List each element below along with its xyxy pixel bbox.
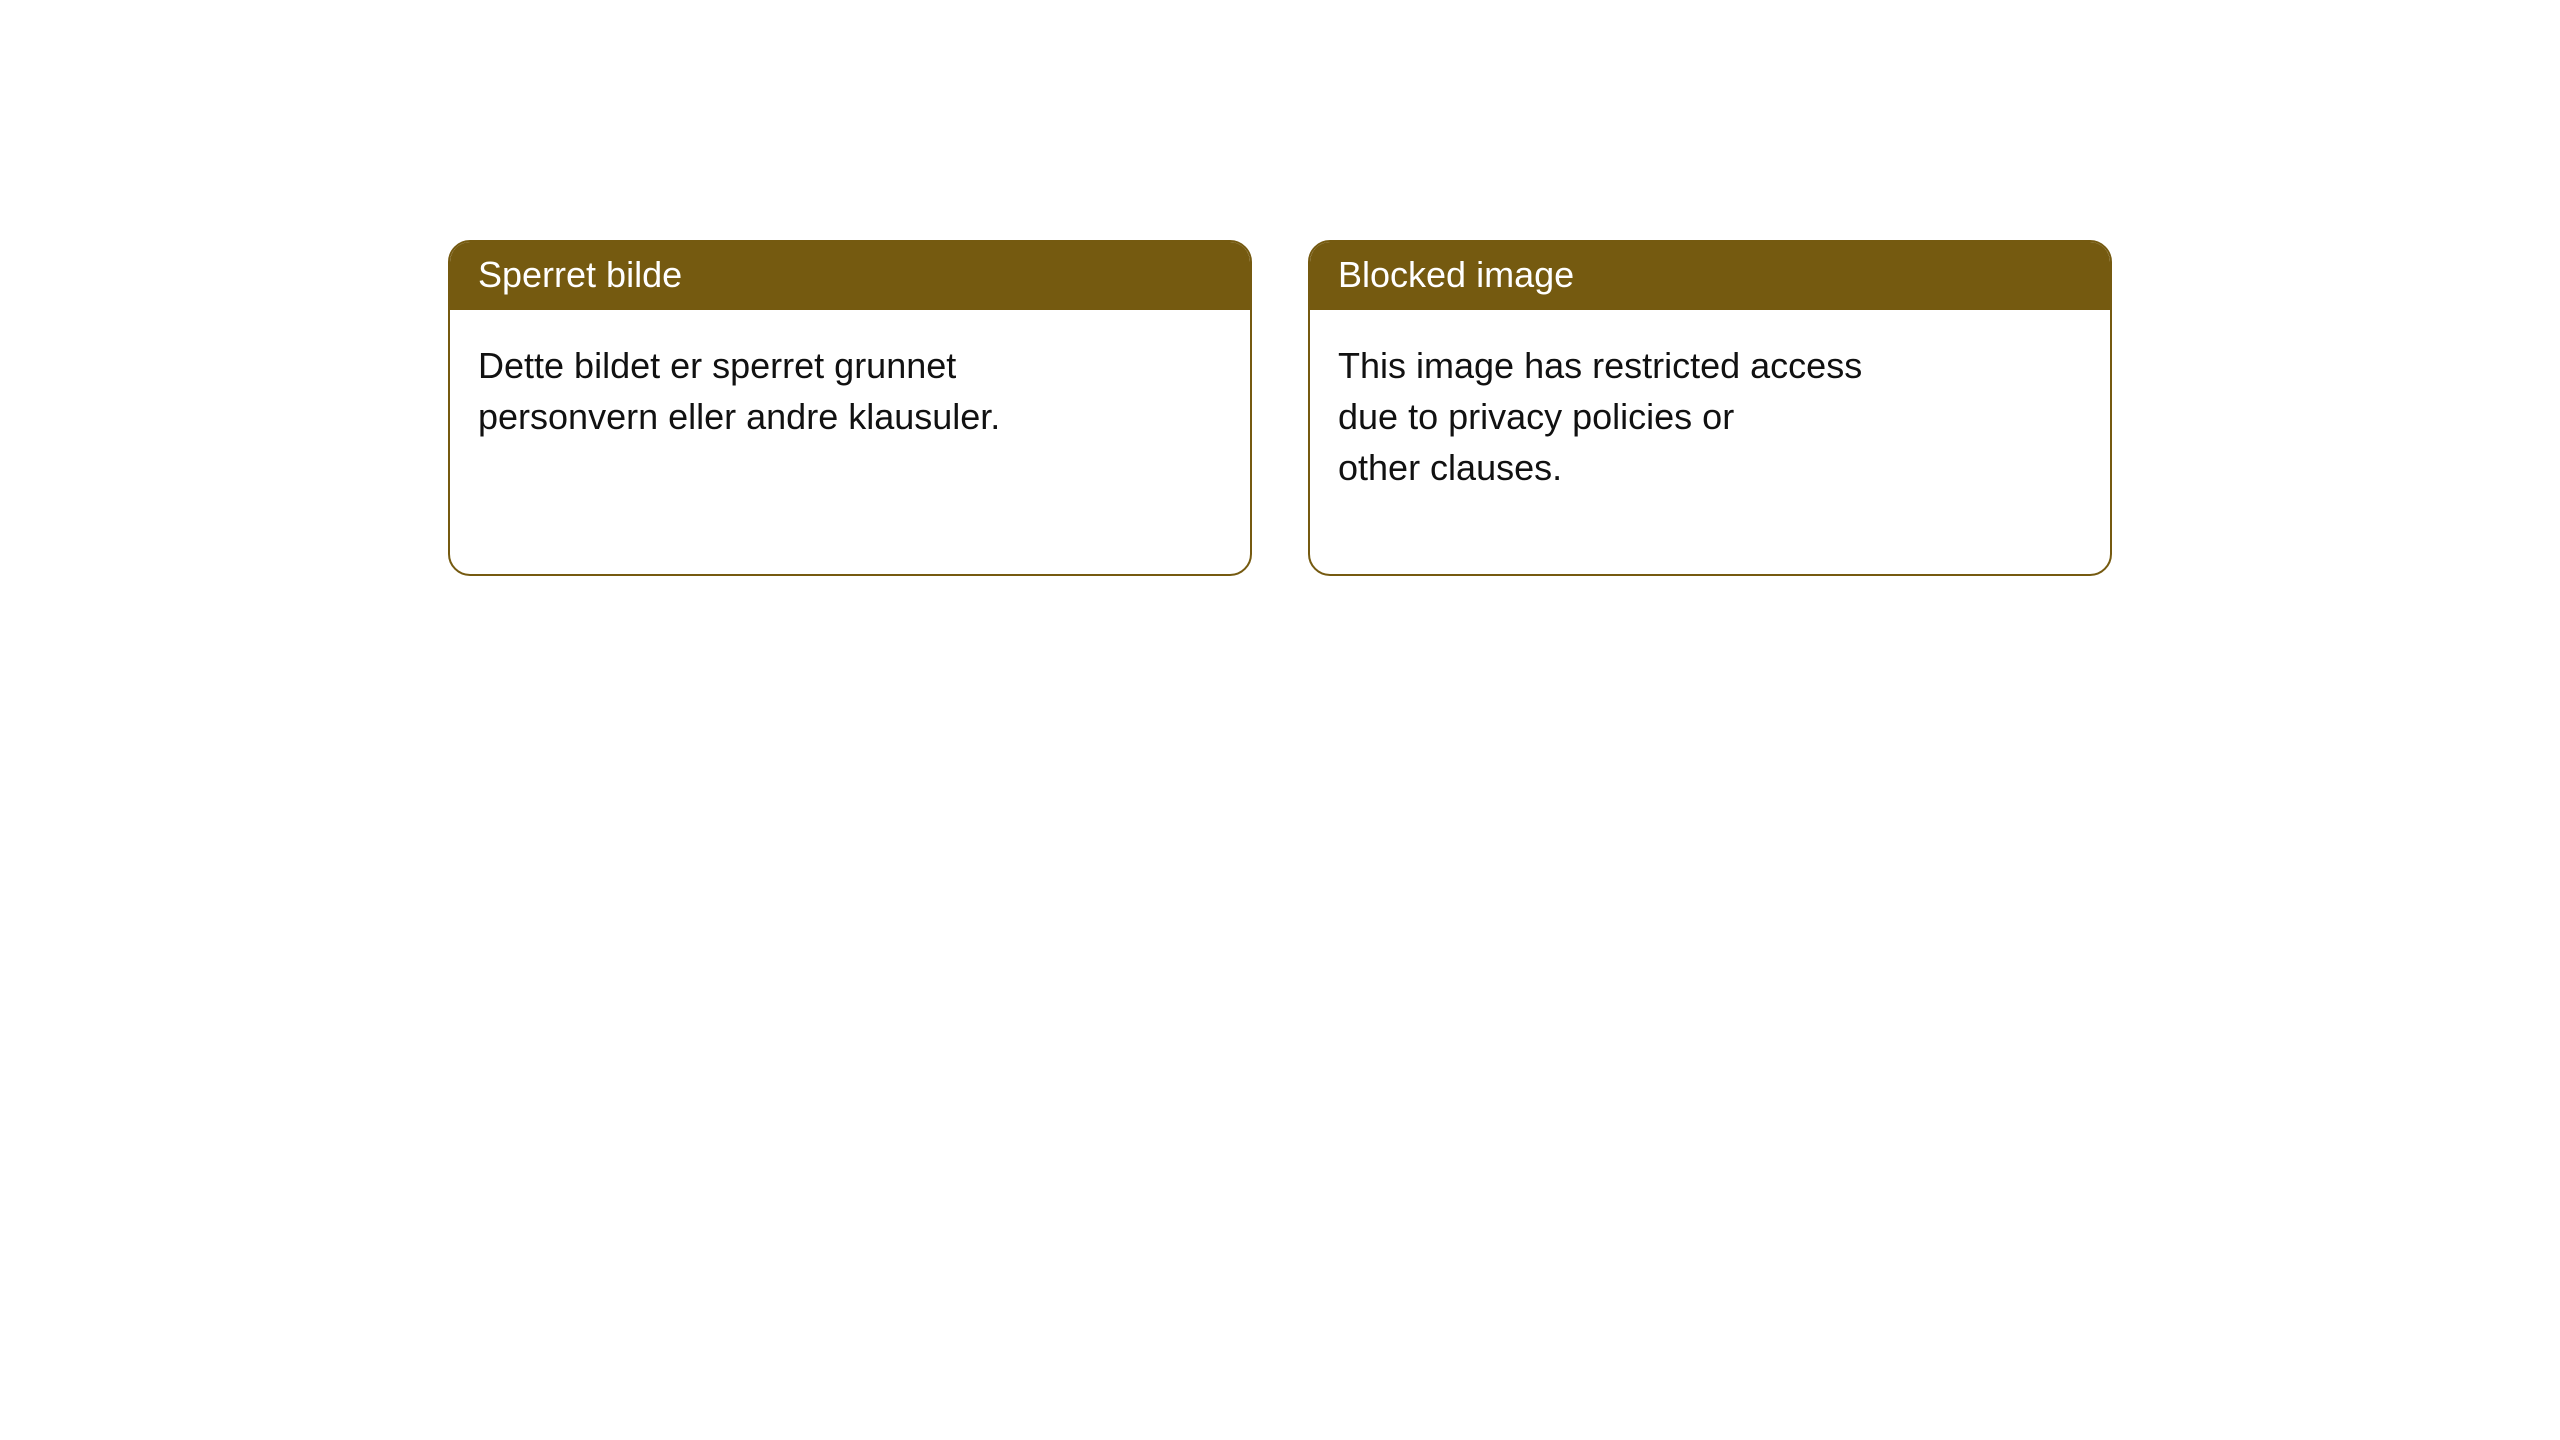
notice-card-norwegian: Sperret bilde Dette bildet er sperret gr… bbox=[448, 240, 1252, 576]
notice-card-title: Sperret bilde bbox=[450, 242, 1250, 310]
notice-card-body: Dette bildet er sperret grunnet personve… bbox=[450, 310, 1250, 472]
notice-card-body: This image has restricted access due to … bbox=[1310, 310, 2110, 523]
notice-card-english: Blocked image This image has restricted … bbox=[1308, 240, 2112, 576]
notice-card-title: Blocked image bbox=[1310, 242, 2110, 310]
notice-cards-row: Sperret bilde Dette bildet er sperret gr… bbox=[448, 240, 2112, 576]
